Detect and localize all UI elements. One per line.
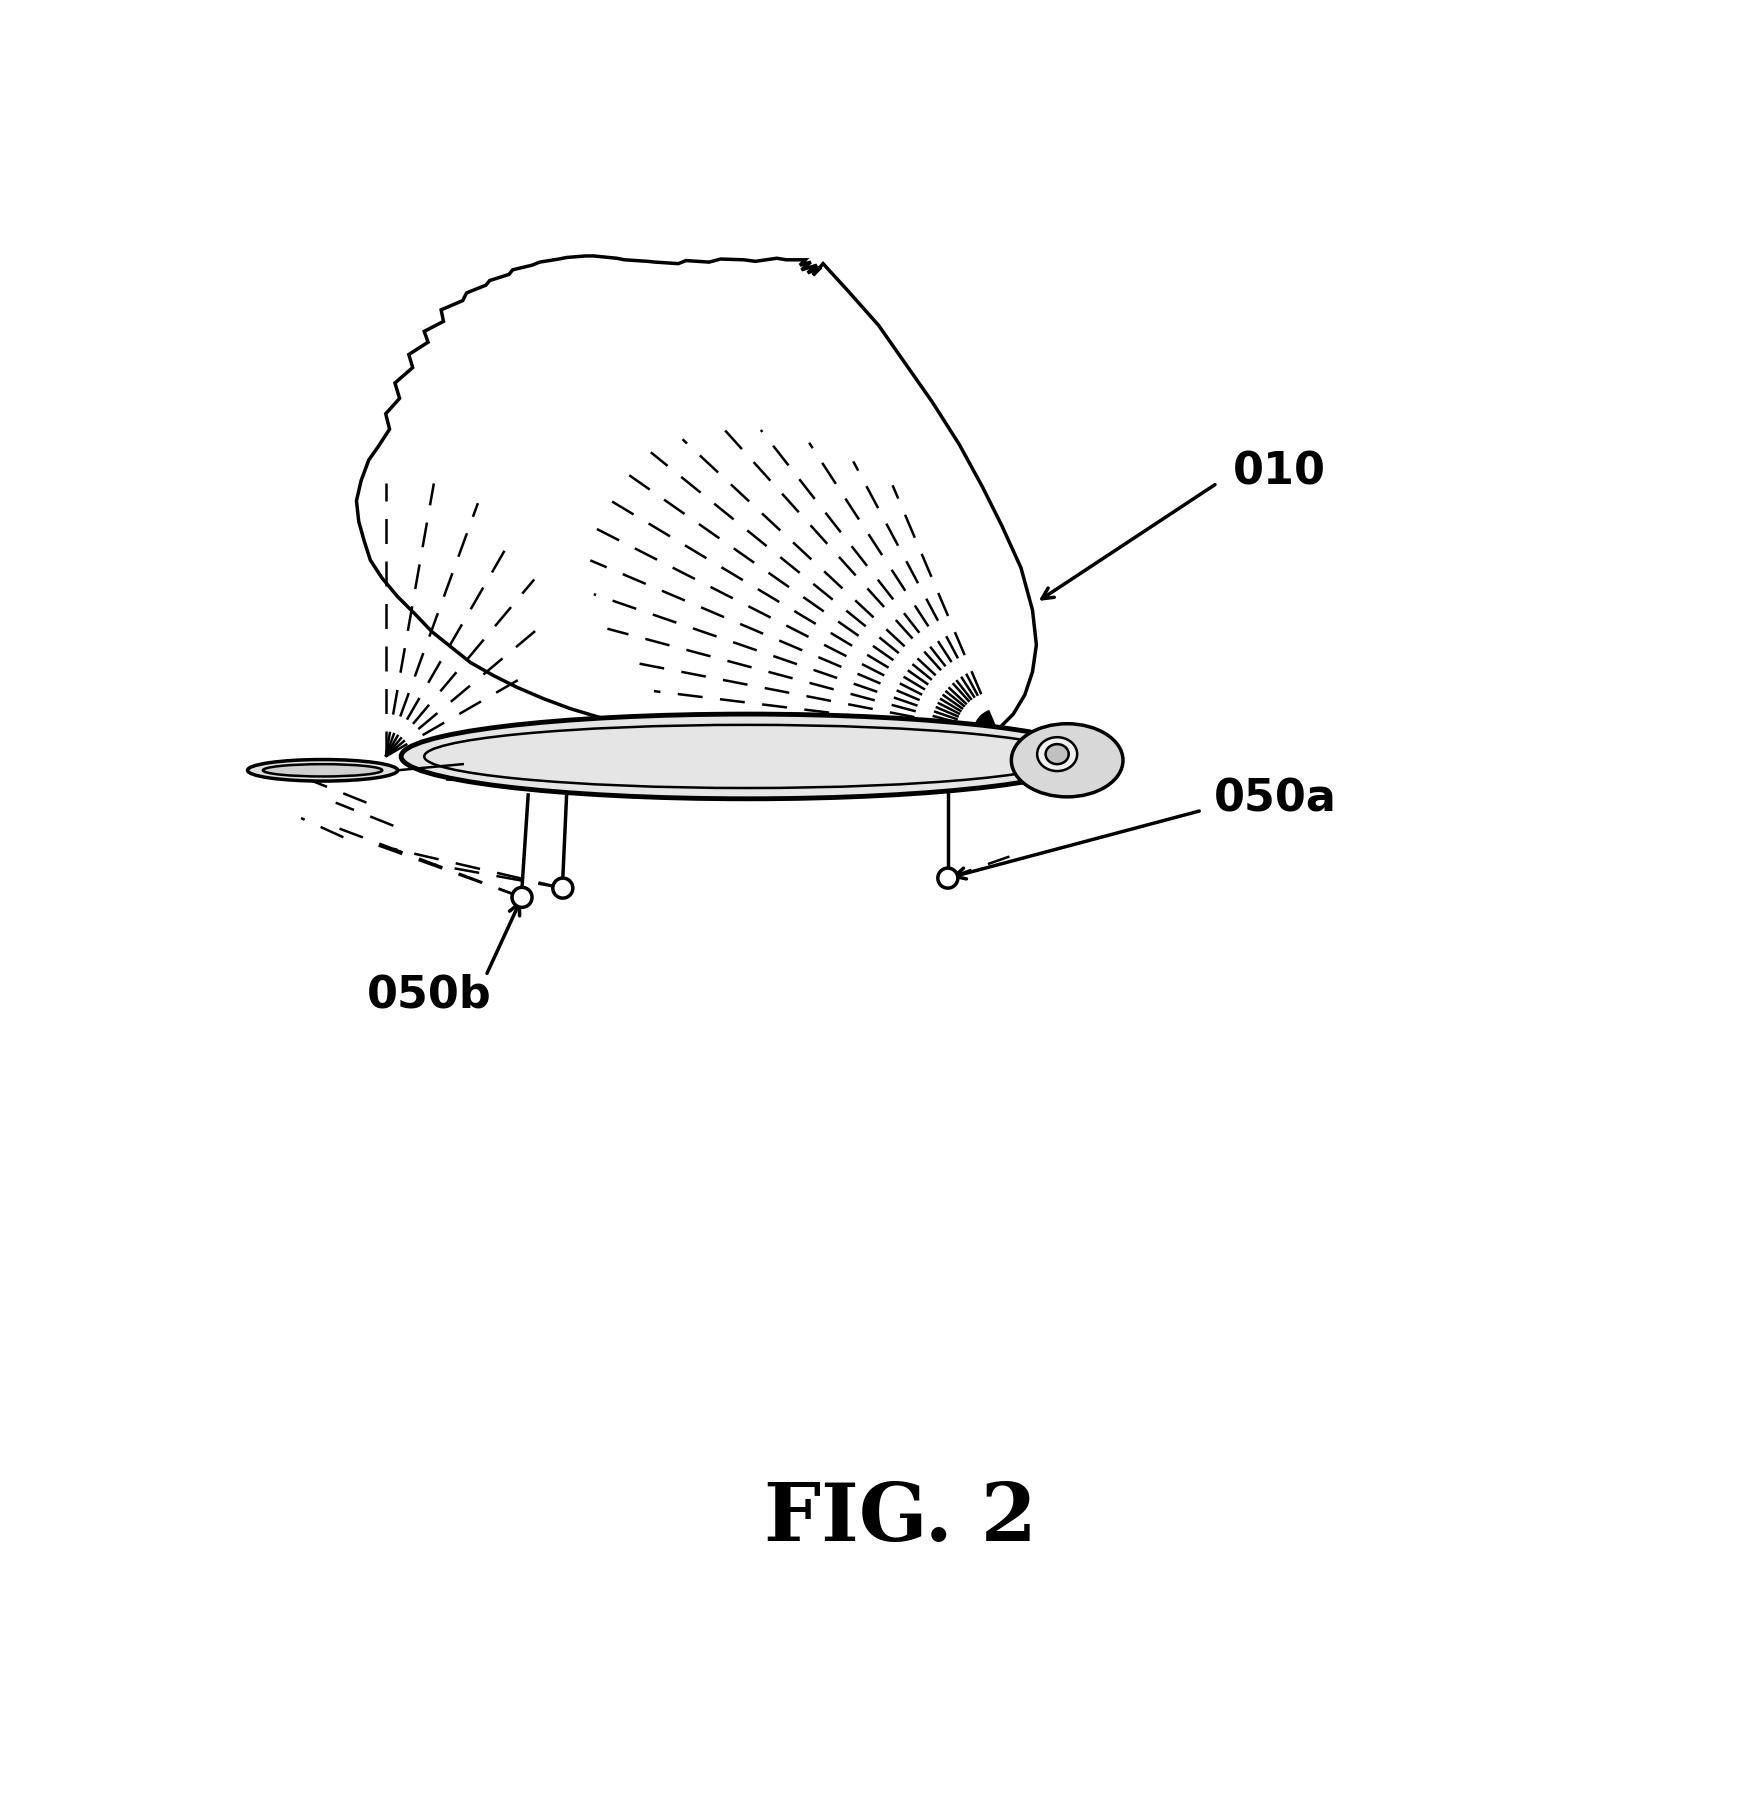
Text: 050a: 050a <box>1214 777 1337 821</box>
Text: FIG. 2: FIG. 2 <box>764 1480 1037 1558</box>
Circle shape <box>511 888 532 908</box>
Circle shape <box>938 868 958 888</box>
Polygon shape <box>448 770 944 786</box>
Text: 010: 010 <box>1233 449 1327 493</box>
Ellipse shape <box>1037 737 1077 772</box>
Circle shape <box>553 879 573 899</box>
Ellipse shape <box>1012 723 1123 797</box>
Text: 050b: 050b <box>367 973 492 1017</box>
Polygon shape <box>452 725 952 763</box>
Ellipse shape <box>401 714 1095 799</box>
Ellipse shape <box>248 759 397 781</box>
Ellipse shape <box>1045 745 1068 765</box>
Ellipse shape <box>264 765 383 777</box>
